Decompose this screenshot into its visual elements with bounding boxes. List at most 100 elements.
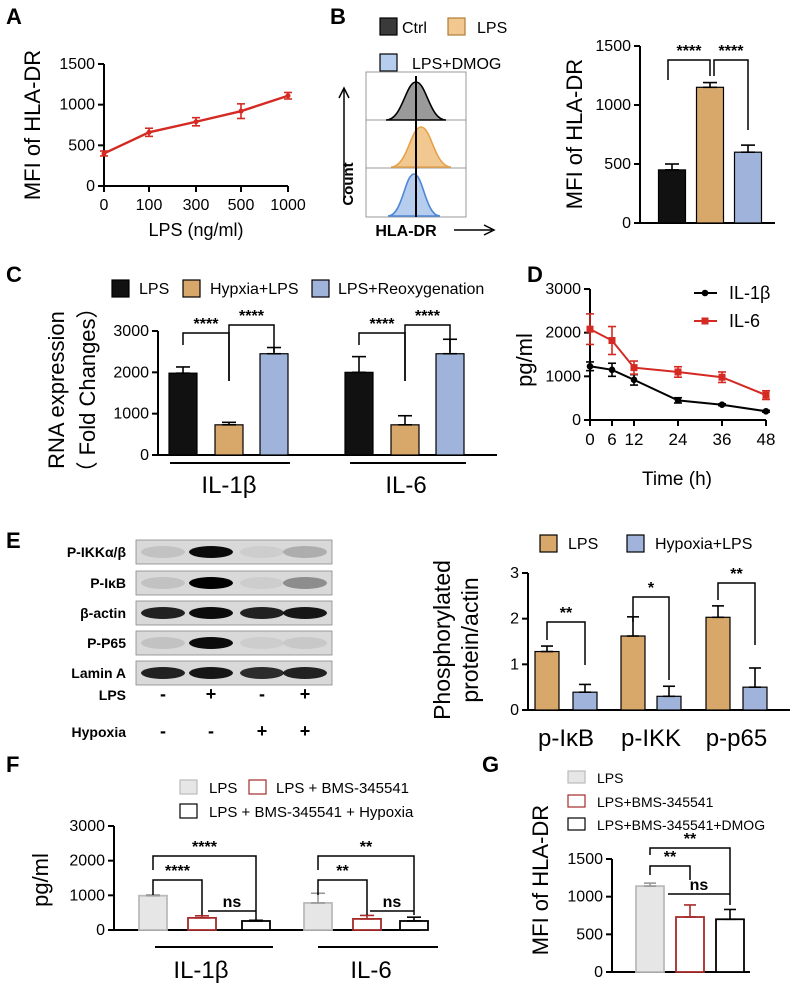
d-point-il6: [608, 337, 616, 345]
f-sig-bracket-label: **: [336, 863, 349, 880]
panel-label-a: A: [6, 4, 22, 29]
c-bar-0-1: [344, 371, 374, 456]
c-legend-label-0: LPS: [139, 281, 169, 298]
f-sig-bracket: [317, 855, 415, 915]
b-y-tick-label: 0: [622, 215, 631, 232]
a-x-tick-label: 100: [136, 197, 163, 214]
f-sig-bracket: [152, 879, 203, 915]
f-group-label-1: IL-6: [350, 957, 391, 984]
f-legend-swatch-0: [179, 779, 198, 795]
e-condition-mark: +: [257, 721, 268, 741]
d-legend-marker-il1b: [701, 289, 709, 297]
g-y-tick-label: 1500: [567, 851, 603, 868]
e-blot-strip-3: [135, 630, 333, 656]
d-series-line-0: [589, 365, 767, 413]
panel-label-d: D: [527, 262, 543, 287]
e-blot-band: [240, 607, 284, 619]
c-group-label-1: IL-6: [385, 472, 426, 499]
e-bar-0-0: [534, 650, 560, 711]
c-legend-swatch-1: [182, 279, 201, 298]
e-blot-band: [141, 546, 185, 558]
e-blot-band: [283, 667, 327, 679]
d-point-il6: [762, 391, 770, 399]
g-y-tick-label: 500: [576, 926, 603, 943]
e-blot-band: [189, 667, 233, 679]
b-flow-legend-swatch-ctrl: [379, 17, 398, 36]
c-y-tick-label: 1000: [113, 406, 149, 423]
e-blot-strip-0: [135, 539, 333, 565]
panel-a: 0 500 1000 1500 0 100 300 500 1000 LPS (ng/ml) MFI…: [20, 50, 306, 240]
e-legend-swatch-1: [626, 534, 645, 553]
e-blot-band: [240, 667, 284, 679]
f-legend-label-0: LPS: [209, 780, 237, 797]
c-legend-swatch-2: [311, 279, 330, 298]
e-blot-band: [141, 637, 185, 649]
g-sig-bracket-label: **: [664, 849, 677, 866]
panel-g-bar-chart: 0 500 1000 1500 MFI of HLA-DR LPS LPS+BMS-3455…: [528, 770, 765, 981]
d-x-tick-label: 6: [607, 430, 616, 449]
e-blot-band: [240, 577, 284, 589]
e-sig-bracket: [546, 621, 586, 665]
e-legend-label-1: Hypoxia+LPS: [655, 536, 752, 553]
c-y-tick-label: 0: [140, 447, 149, 464]
d-legend-marker-il6: [701, 317, 709, 325]
e-blot-band: [141, 607, 185, 619]
g-legend-swatch-0: [567, 770, 586, 784]
b-bar-1: [695, 86, 725, 224]
panel-label-e: E: [6, 528, 21, 553]
g-sig-bracket-label: ns: [690, 877, 709, 894]
c-sig-bracket-label: ****: [415, 308, 441, 325]
c-bar-1-0: [214, 424, 244, 456]
e-x-tick-label-0: p-IκB: [538, 725, 594, 752]
e-y-axis-label-2: protein/actin: [457, 577, 483, 702]
f-bar-1-1: [352, 918, 382, 931]
f-legend-label-2: LPS + BMS-345541 + Hypoxia: [209, 804, 414, 821]
c-y-axis-label: RNA expression: [44, 311, 69, 469]
c-y-tick-label: 2000: [113, 364, 149, 381]
c-group-label-0: IL-1β: [201, 472, 256, 499]
d-x-tick-label: 24: [669, 430, 688, 449]
b-flow-x-arrowhead: [483, 224, 496, 236]
g-bar-0: [635, 885, 665, 973]
f-bar-1-0: [187, 916, 217, 931]
e-y-tick-label: 1: [510, 656, 519, 673]
c-sig-bracket-label: ****: [194, 316, 220, 333]
e-blot-band: [189, 546, 233, 558]
c-y-axis-label-2: （ Fold Changes）: [75, 296, 100, 483]
c-bar-2-0: [259, 353, 289, 456]
d-legend-label-il6: IL-6: [729, 311, 760, 331]
e-blot-band: [141, 577, 185, 589]
b-y-axis-label: MFI of HLA-DR: [562, 59, 587, 209]
e-sig-bracket-label: **: [730, 566, 743, 583]
a-y-tick-label: 1500: [59, 56, 95, 73]
b-flow-legend-ctrl: Ctrl: [402, 20, 427, 37]
e-x-tick-label-2: p-p65: [706, 725, 767, 752]
panel-label-c: C: [6, 262, 22, 287]
e-blot-row-label-1: P-IκB: [90, 575, 126, 591]
e-blot-band: [283, 637, 327, 649]
e-y-tick-label: 0: [510, 702, 519, 719]
a-y-tick-label: 1000: [59, 97, 95, 114]
f-y-axis-label: pg/ml: [28, 853, 53, 907]
d-point-il1b: [674, 397, 682, 404]
a-y-axis-label: MFI of HLA-DR: [20, 50, 45, 200]
b-flow-count-arrowhead: [338, 86, 350, 99]
a-x-tick-label: 1000: [270, 197, 306, 214]
e-blot-band: [283, 577, 327, 589]
b-flow-peak-lps: [390, 126, 452, 168]
d-point-il1b: [586, 362, 594, 370]
d-y-tick-label: 3000: [545, 281, 581, 298]
e-bar-0-1: [620, 635, 646, 711]
b-sig-bracket-label: ****: [719, 43, 745, 60]
g-y-tick-label: 1000: [567, 889, 603, 906]
a-y-tick-label: 500: [68, 137, 95, 154]
e-bar-1-1: [656, 695, 682, 711]
b-flow-legend-lps: LPS: [477, 20, 507, 37]
e-bar-1-0: [572, 691, 598, 711]
e-blot-band: [283, 607, 327, 619]
e-legend-label-0: LPS: [568, 536, 598, 553]
e-blot-band: [240, 546, 284, 558]
f-y-tick-label: 2000: [69, 853, 105, 870]
e-blot-band: [240, 637, 284, 649]
a-x-tick-label: 0: [100, 197, 109, 214]
